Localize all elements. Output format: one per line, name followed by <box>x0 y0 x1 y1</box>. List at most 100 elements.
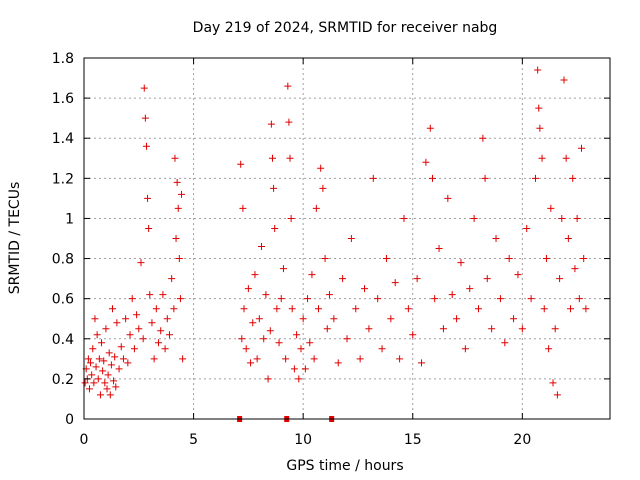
data-point <box>330 315 338 323</box>
data-point <box>264 375 272 383</box>
data-point <box>396 355 404 363</box>
data-point <box>551 325 559 333</box>
data-point <box>299 315 307 323</box>
data-point <box>488 325 496 333</box>
data-point <box>378 345 386 353</box>
data-point <box>99 367 107 375</box>
data-point <box>293 331 301 339</box>
data-point <box>178 190 186 198</box>
data-point <box>325 291 333 299</box>
data-point <box>284 82 292 90</box>
data-point <box>87 359 95 367</box>
data-point <box>135 325 143 333</box>
data-point <box>382 255 390 263</box>
axis-layer: 0 0.2 0.4 0.6 0.8 1 1.2 1.4 1.6 1.8 0 5 10 15 20 <box>52 51 610 448</box>
data-point <box>481 174 489 182</box>
data-point <box>295 375 303 383</box>
data-point <box>100 357 108 365</box>
data-point <box>567 305 575 313</box>
data-point <box>461 345 469 353</box>
data-point <box>145 224 153 232</box>
y-tick-label: 0.8 <box>52 252 74 268</box>
data-point <box>161 345 169 353</box>
data-point <box>439 325 447 333</box>
data-point <box>422 158 430 166</box>
data-point <box>448 291 456 299</box>
data-point <box>103 385 111 393</box>
data-point <box>549 379 557 387</box>
data-point <box>365 325 373 333</box>
data-point <box>171 154 179 162</box>
data-point <box>107 361 115 369</box>
data-point <box>176 295 184 303</box>
data-point <box>582 305 590 313</box>
data-point <box>165 331 173 339</box>
data-point <box>479 134 487 142</box>
data-point <box>139 335 147 343</box>
data-point <box>93 331 101 339</box>
data-point <box>96 391 104 399</box>
data-point <box>404 305 412 313</box>
data-point <box>90 379 98 387</box>
data-point <box>286 154 294 162</box>
data-point <box>113 319 121 327</box>
data-point <box>244 285 252 293</box>
data-point <box>253 355 261 363</box>
data-point <box>157 327 165 335</box>
data-point <box>104 371 112 379</box>
data-point <box>170 305 178 313</box>
data-point <box>339 275 347 283</box>
data-point <box>374 295 382 303</box>
data-point <box>535 104 543 112</box>
data-point <box>470 214 478 222</box>
x-tick-label: 15 <box>404 432 422 448</box>
data-point <box>260 335 268 343</box>
data-point <box>287 214 295 222</box>
data-point <box>163 315 171 323</box>
data-point <box>251 271 259 279</box>
x-tick-label: 20 <box>513 432 531 448</box>
data-point <box>106 391 114 399</box>
data-point <box>501 339 509 347</box>
data-point <box>571 265 579 273</box>
data-point <box>418 359 426 367</box>
data-point <box>173 178 181 186</box>
y-tick-label: 1.8 <box>52 51 74 67</box>
data-point <box>444 194 452 202</box>
data-point <box>111 353 119 361</box>
data-point <box>431 295 439 303</box>
data-point <box>580 255 588 263</box>
data-point <box>110 377 118 385</box>
data-point <box>361 285 369 293</box>
data-point <box>92 363 100 371</box>
data-point <box>564 235 572 242</box>
data-point <box>88 371 96 379</box>
data-point <box>179 355 187 363</box>
data-point <box>540 305 548 313</box>
data-point <box>84 355 92 363</box>
data-point <box>312 204 320 212</box>
data-point <box>270 184 278 192</box>
data-point <box>159 291 167 299</box>
x-tick-label: 5 <box>189 432 198 448</box>
data-point <box>556 275 564 283</box>
data-point <box>172 235 180 242</box>
data-point <box>124 359 132 367</box>
data-point <box>475 305 482 313</box>
data-point <box>238 335 246 343</box>
data-point <box>558 214 566 222</box>
data-point <box>492 235 500 242</box>
data-point <box>523 224 531 232</box>
chart-title: Day 219 of 2024, SRMTID for receiver nab… <box>193 20 498 36</box>
grid-layer <box>84 58 610 419</box>
data-point <box>91 315 99 323</box>
data-point <box>562 154 570 162</box>
data-point <box>297 345 305 353</box>
data-point <box>137 259 145 267</box>
y-tick-label: 1.6 <box>52 91 74 107</box>
data-point <box>426 124 434 132</box>
data-point <box>428 174 436 182</box>
data-point <box>122 315 130 323</box>
data-point <box>547 204 555 212</box>
